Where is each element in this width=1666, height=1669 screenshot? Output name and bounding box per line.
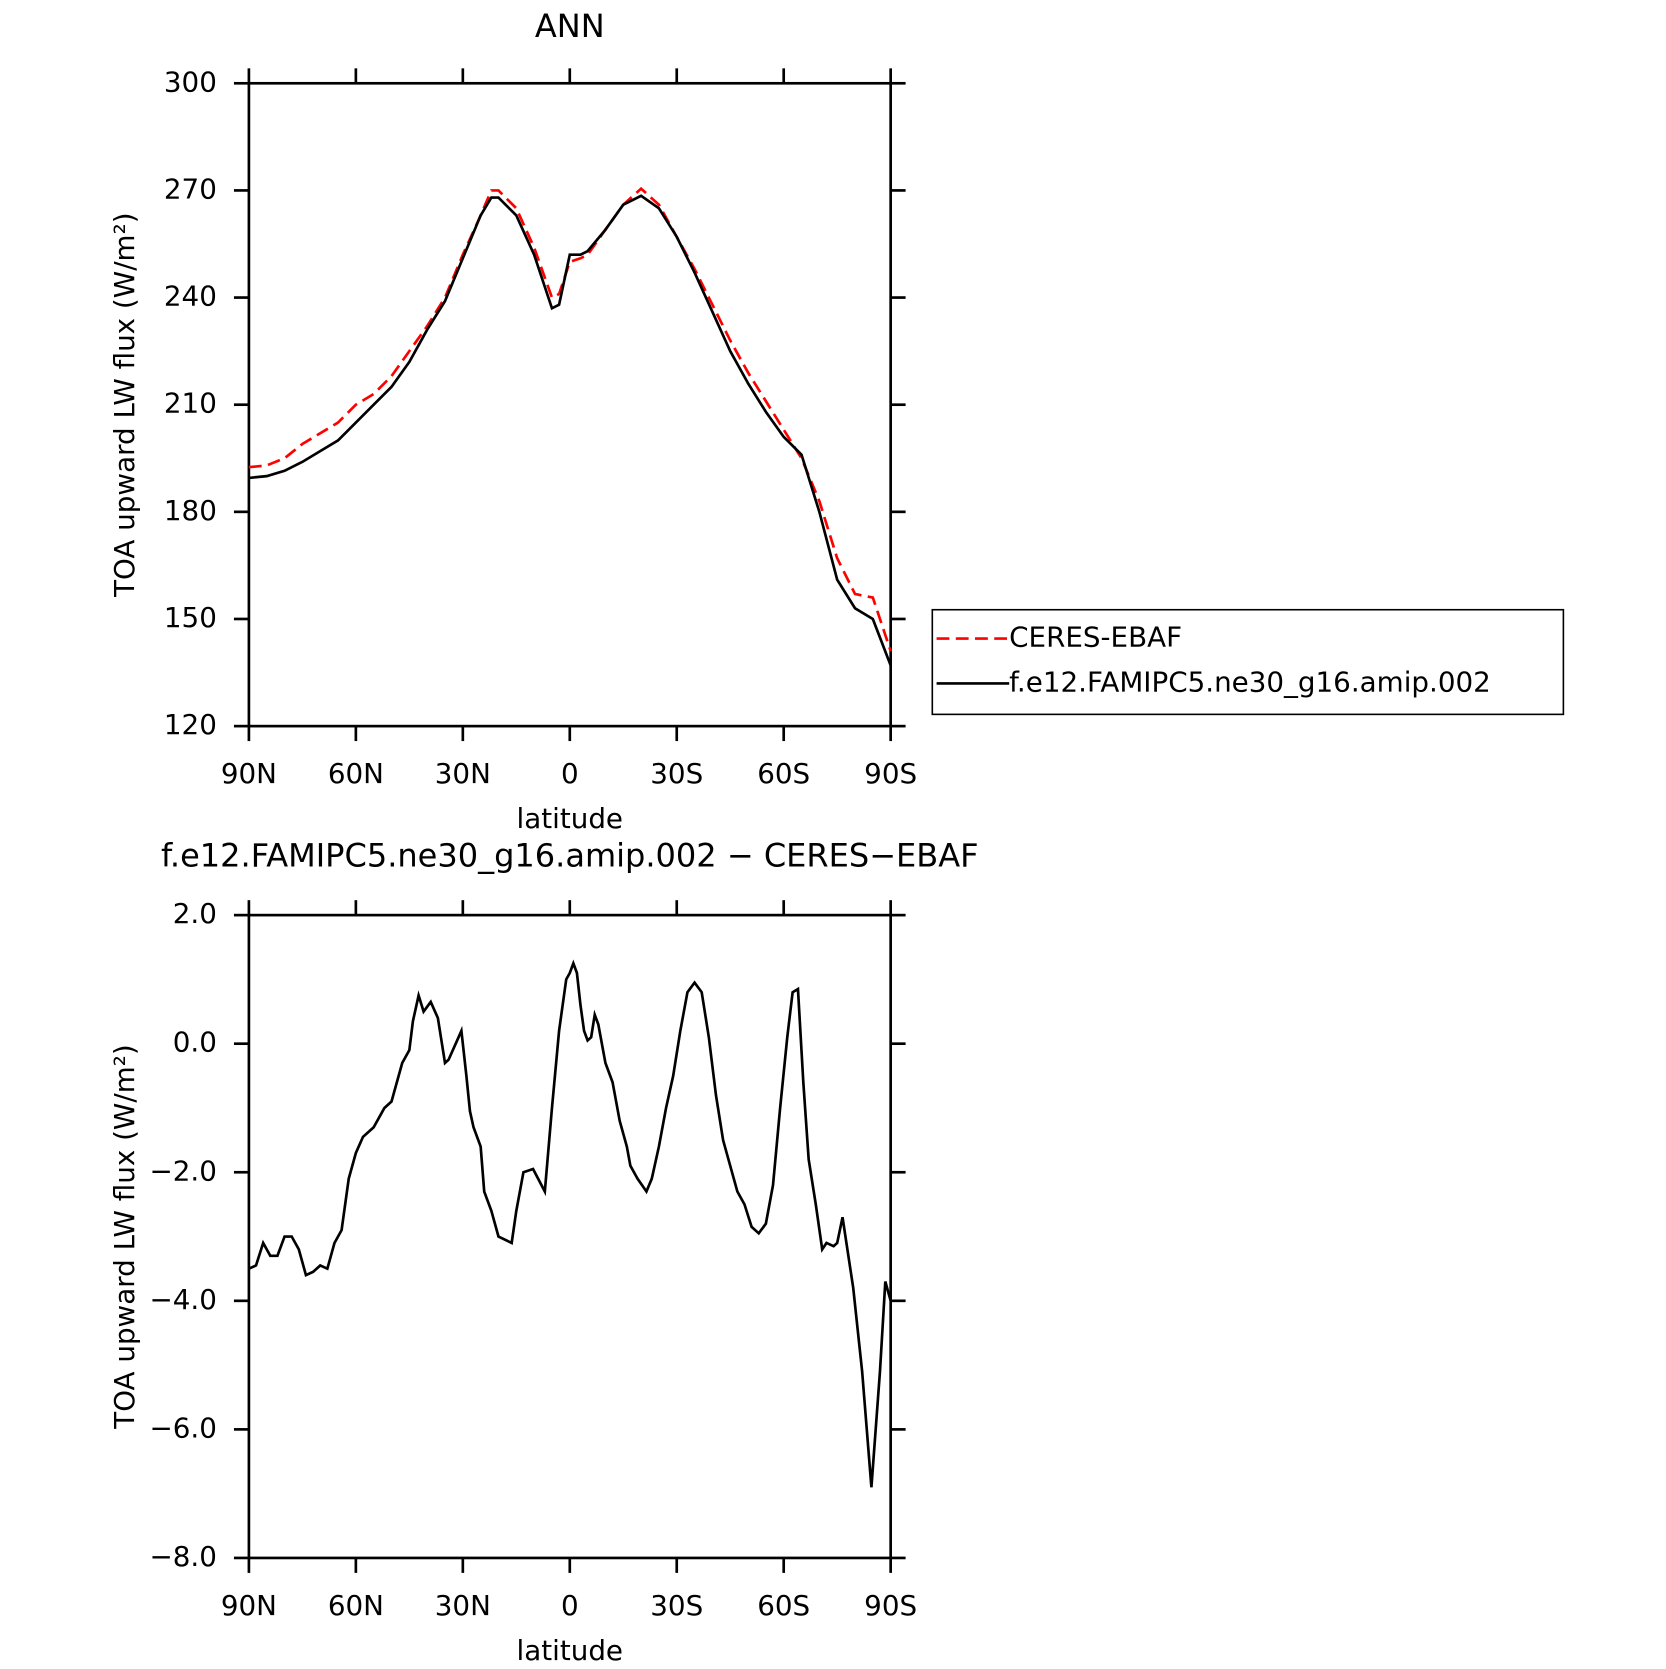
y-tick-label: 210 — [164, 387, 217, 420]
x-tick-label: 0 — [561, 757, 579, 790]
x-tick-label: 90N — [221, 757, 277, 790]
y-tick-label: 150 — [164, 601, 217, 634]
x-tick-label: 60N — [328, 757, 384, 790]
plot-frame — [247, 81, 892, 728]
y-tick-label: −8.0 — [149, 1540, 216, 1573]
legend-label: CERES-EBAF — [1009, 621, 1182, 654]
y-tick-label: −2.0 — [149, 1154, 216, 1187]
x-tick-label: 90N — [221, 1589, 277, 1622]
chart-title: ANN — [535, 7, 605, 45]
plot-frame — [247, 913, 892, 1560]
x-tick-label: 30N — [435, 757, 491, 790]
x-axis-label: latitude — [517, 802, 623, 835]
y-tick-label: 240 — [164, 280, 217, 313]
y-tick-label: 120 — [164, 708, 217, 741]
x-tick-label: 60S — [757, 1589, 810, 1622]
x-tick-label: 30S — [650, 757, 703, 790]
legend-label: f.e12.FAMIPC5.ne30_g16.amip.002 — [1009, 665, 1491, 698]
legend-box — [931, 608, 1565, 716]
y-tick-label: −4.0 — [149, 1283, 216, 1316]
chart-title: f.e12.FAMIPC5.ne30_g16.amip.002 − CERES−… — [161, 836, 979, 874]
data-line — [248, 194, 892, 666]
x-tick-label: 0 — [561, 1589, 579, 1622]
x-axis-label: latitude — [517, 1634, 623, 1667]
data-line — [248, 186, 892, 652]
x-tick-label: 30N — [435, 1589, 491, 1622]
y-tick-label: 2.0 — [173, 897, 217, 930]
x-tick-label: 90S — [864, 757, 917, 790]
y-tick-label: −6.0 — [149, 1411, 216, 1444]
y-tick-label: 180 — [164, 494, 217, 527]
x-tick-label: 30S — [650, 1589, 703, 1622]
y-axis-label: TOA upward LW flux (W/m²) — [108, 1044, 141, 1429]
y-tick-label: 0.0 — [173, 1026, 217, 1059]
y-tick-label: 270 — [164, 172, 217, 205]
y-tick-label: 300 — [164, 65, 217, 98]
x-tick-label: 60N — [328, 1589, 384, 1622]
x-tick-label: 90S — [864, 1589, 917, 1622]
data-line — [248, 959, 892, 1488]
y-axis-label: TOA upward LW flux (W/m²) — [108, 212, 141, 597]
x-tick-label: 60S — [757, 757, 810, 790]
